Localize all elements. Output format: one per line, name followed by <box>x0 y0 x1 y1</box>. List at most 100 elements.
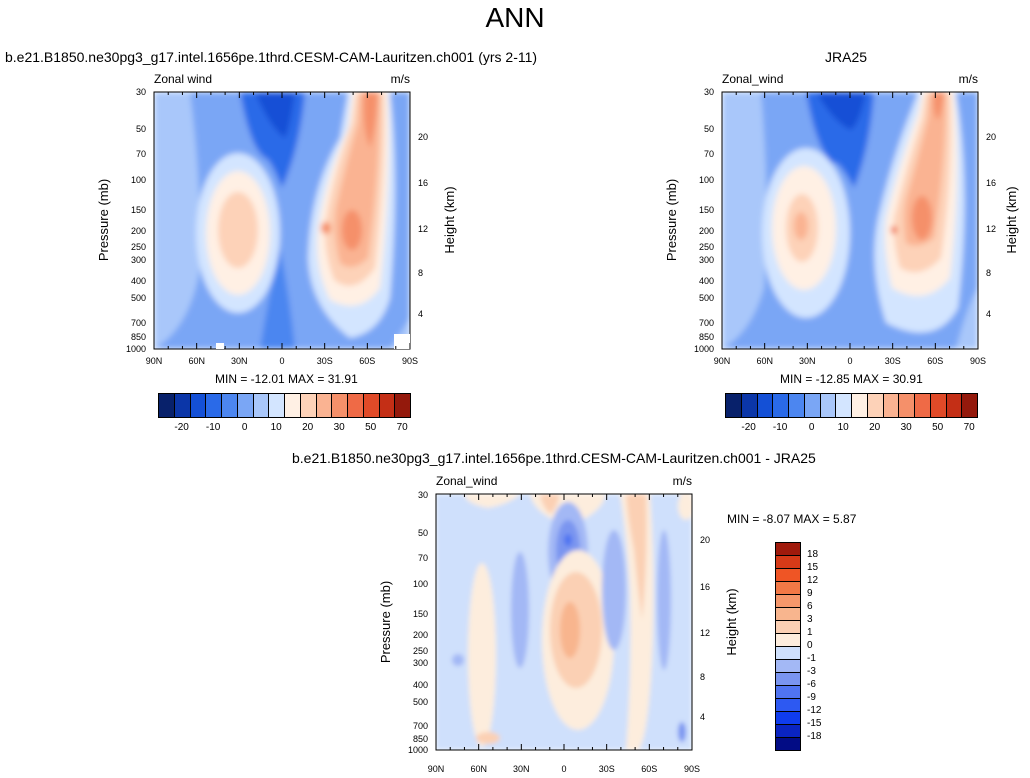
colorbar-label: -10 <box>772 422 788 433</box>
obs-zonal-wind-plot: 90N 60N 30N 0 30S 60S 90S 30 50 70 100 1… <box>664 72 1019 366</box>
diff-y-axis-label: Pressure (mb) <box>378 581 393 663</box>
colorbar-label: 0 <box>807 640 813 651</box>
colorbar-label: 18 <box>807 549 819 560</box>
colorbar-swatch <box>189 393 207 418</box>
colorbar-swatch <box>898 393 915 418</box>
colorbar-label: 3 <box>807 614 813 625</box>
colorbar-swatch <box>775 646 801 660</box>
colorbar-swatch <box>882 393 900 418</box>
colorbar-swatch <box>851 393 868 418</box>
colorbar-label: -1 <box>807 653 816 664</box>
y-tick-label: 400 <box>699 276 714 286</box>
y2-tick-label: 20 <box>418 132 428 142</box>
colorbar-swatch <box>945 393 963 418</box>
y2-tick-label: 16 <box>418 178 428 188</box>
obs-min-max-label: MIN = -12.85 MAX = 30.91 <box>780 372 923 386</box>
y-tick-label: 100 <box>699 175 714 185</box>
colorbar-swatch <box>914 393 931 418</box>
colorbar-swatch <box>299 393 317 418</box>
y-tick-label: 70 <box>704 149 714 159</box>
colorbar-label: -12 <box>807 705 822 716</box>
x-tick-label: 30N <box>513 764 530 774</box>
diff-left-label: Zonal_wind <box>436 474 497 488</box>
x-tick-label: 90N <box>146 356 163 366</box>
colorbar-swatch <box>775 737 801 751</box>
y-tick-label: 700 <box>699 318 714 328</box>
diff-zonal-wind-plot: 90N 60N 30N 0 30S 60S 90S 30 50 70 100 1… <box>378 474 739 774</box>
colorbar-swatch <box>331 393 348 418</box>
colorbar-swatch <box>740 393 758 418</box>
model-units-label: m/s <box>391 72 410 86</box>
x-tick-label: 90N <box>428 764 445 774</box>
y-tick-label: 50 <box>418 528 428 538</box>
y-tick-label: 400 <box>131 276 146 286</box>
colorbar-label: 10 <box>837 422 849 433</box>
colorbar-swatch <box>347 393 364 418</box>
obs-panel-title: JRA25 <box>825 49 868 65</box>
y2-tick-label: 8 <box>700 672 705 682</box>
y-tick-label: 500 <box>699 293 714 303</box>
model-y-axis-label: Pressure (mb) <box>96 179 111 261</box>
model-y2-axis-label: Height (km) <box>442 186 457 253</box>
colorbar-swatch <box>835 393 852 418</box>
colorbar-swatch <box>775 620 801 634</box>
colorbar-label: -9 <box>807 692 816 703</box>
y-tick-label: 150 <box>699 205 714 215</box>
colorbar-swatch <box>725 393 742 418</box>
y2-tick-label: 4 <box>418 309 423 319</box>
y-tick-label: 850 <box>131 332 146 342</box>
colorbar-swatch <box>775 555 801 569</box>
y-tick-label: 1000 <box>126 344 146 354</box>
y-tick-label: 850 <box>413 734 428 744</box>
colorbar-label: 15 <box>807 562 819 573</box>
y2-tick-label: 16 <box>986 178 996 188</box>
y2-tick-label: 12 <box>986 224 996 234</box>
colorbar-label: -20 <box>741 422 756 433</box>
y-tick-label: 50 <box>136 124 146 134</box>
colorbar-swatch <box>775 685 801 699</box>
colorbar-label: 30 <box>333 422 345 433</box>
colorbar-swatch <box>775 594 801 608</box>
colorbar-label: 0 <box>808 422 815 433</box>
y-tick-label: 100 <box>413 579 428 589</box>
colorbar-label: 30 <box>900 422 912 433</box>
x-tick-label: 30S <box>885 356 901 366</box>
colorbar-swatch <box>756 393 774 418</box>
model-colorbar: -20 -10 0 10 20 30 50 70 <box>158 393 411 438</box>
colorbar-label: 70 <box>396 422 408 433</box>
x-tick-label: 0 <box>847 356 852 366</box>
model-zonal-wind-plot: 90N 60N 30N 0 30S 60S 90S 30 50 70 100 1… <box>96 72 457 366</box>
x-tick-label: 30N <box>799 356 816 366</box>
y-tick-label: 200 <box>413 630 428 640</box>
y-tick-label: 700 <box>413 721 428 731</box>
colorbar-swatch <box>772 393 789 418</box>
y-tick-label: 50 <box>704 124 714 134</box>
colorbar-swatch <box>775 542 801 556</box>
x-tick-label: 30N <box>231 356 248 366</box>
obs-y2-axis-label: Height (km) <box>1004 186 1019 253</box>
colorbar-label: 50 <box>932 422 944 433</box>
y2-tick-label: 8 <box>418 268 423 278</box>
y2-tick-label: 20 <box>700 535 710 545</box>
y-tick-label: 70 <box>136 149 146 159</box>
x-tick-label: 0 <box>561 764 566 774</box>
colorbar-swatch <box>775 711 801 725</box>
diff-x-ticks: 90N 60N 30N 0 30S 60S 90S <box>428 764 700 774</box>
colorbar-label: 20 <box>302 422 314 433</box>
colorbar-swatch <box>378 393 396 418</box>
y-tick-label: 150 <box>131 205 146 215</box>
model-x-ticks: 90N 60N 30N 0 30S 60S 90S <box>146 356 418 366</box>
y2-tick-label: 8 <box>986 268 991 278</box>
model-min-max-label: MIN = -12.01 MAX = 31.91 <box>215 372 358 386</box>
colorbar-swatch <box>929 393 947 418</box>
y-tick-label: 1000 <box>408 745 428 755</box>
colorbar-label: 50 <box>365 422 377 433</box>
colorbar-label: 70 <box>963 422 975 433</box>
model-y2-ticks: 20 16 12 8 4 <box>418 132 428 319</box>
colorbar-swatch <box>788 393 805 418</box>
y2-tick-label: 20 <box>986 132 996 142</box>
colorbar-label: 10 <box>270 422 282 433</box>
colorbar-swatch <box>205 393 222 418</box>
y-tick-label: 1000 <box>694 344 714 354</box>
colorbar-label: 12 <box>807 575 819 586</box>
